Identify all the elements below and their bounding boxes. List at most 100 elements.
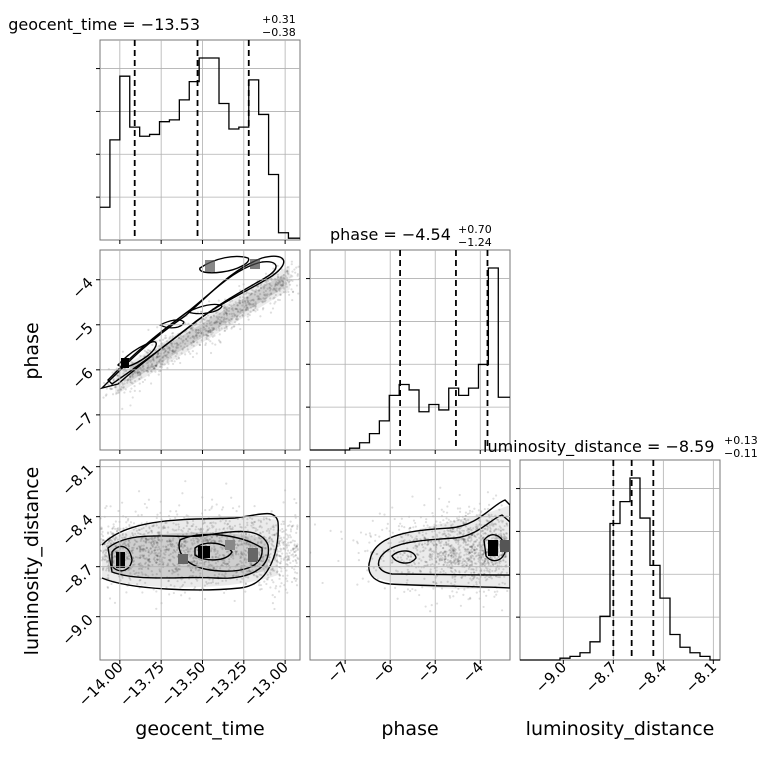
scatter-point	[313, 523, 317, 526]
scatter-point	[286, 270, 289, 273]
scatter-point	[432, 550, 435, 553]
scatter-point	[445, 540, 448, 544]
scatter-point	[167, 564, 170, 567]
scatter-point	[276, 273, 280, 276]
scatter-point	[181, 533, 185, 537]
scatter-point	[135, 529, 138, 532]
scatter-point	[199, 558, 202, 561]
scatter-point	[164, 521, 167, 524]
scatter-point	[286, 554, 289, 557]
scatter-point	[224, 306, 228, 309]
scatter-point	[150, 551, 154, 554]
scatter-point	[153, 367, 156, 370]
scatter-point	[462, 529, 466, 532]
scatter-point	[414, 525, 417, 528]
scatter-point	[295, 266, 298, 269]
scatter-point	[210, 547, 213, 550]
scatter-point	[129, 375, 132, 379]
scatter-point	[295, 584, 299, 587]
scatter-point	[446, 529, 449, 532]
scatter-point	[482, 544, 485, 547]
scatter-point	[505, 532, 508, 535]
scatter-point	[121, 533, 124, 537]
scatter-point	[190, 569, 193, 572]
scatter-point	[210, 539, 213, 543]
scatter-point	[258, 552, 261, 555]
scatter-point	[464, 538, 467, 541]
scatter-point	[105, 555, 109, 558]
scatter-point	[277, 275, 280, 278]
scatter-point	[245, 533, 248, 536]
scatter-point	[282, 277, 285, 280]
scatter-point	[198, 575, 202, 578]
scatter-point	[340, 530, 343, 533]
scatter-point	[279, 293, 282, 297]
scatter-point	[487, 562, 490, 565]
scatter-point	[279, 283, 282, 286]
scatter-point	[157, 546, 160, 549]
scatter-point	[177, 551, 181, 555]
scatter-point	[224, 572, 227, 575]
scatter-point	[184, 342, 187, 345]
scatter-point	[256, 528, 259, 532]
scatter-point	[247, 292, 251, 295]
scatter-point	[282, 281, 285, 285]
scatter-point	[244, 526, 247, 529]
scatter-point	[258, 553, 261, 557]
scatter-point	[147, 558, 151, 562]
scatter-point	[162, 347, 165, 350]
scatter-point	[480, 562, 483, 565]
scatter-point	[270, 538, 273, 542]
scatter-point	[232, 574, 235, 577]
scatter-point	[272, 526, 275, 529]
scatter-point	[498, 560, 501, 563]
scatter-point	[163, 348, 166, 351]
xlabel-luminosity-distance: luminosity_distance	[526, 718, 715, 740]
scatter-point	[471, 510, 474, 513]
scatter-point	[431, 530, 434, 533]
scatter-point	[171, 352, 174, 355]
scatter-point	[179, 545, 182, 548]
scatter-point	[215, 328, 218, 331]
scatter-point	[105, 569, 108, 572]
scatter-point	[177, 357, 181, 360]
scatter-point	[473, 571, 476, 574]
scatter-point	[292, 559, 295, 563]
scatter-point	[274, 524, 278, 527]
scatter-point	[276, 283, 279, 286]
scatter-point	[486, 550, 489, 554]
scatter-point	[251, 543, 254, 546]
scatter-point	[465, 557, 468, 560]
scatter-point	[451, 575, 454, 578]
scatter-point	[149, 382, 153, 385]
scatter-point	[175, 346, 178, 349]
scatter-point	[247, 543, 250, 546]
scatter-point	[449, 548, 452, 551]
scatter-point	[246, 524, 249, 527]
scatter-point	[493, 556, 497, 560]
scatter-point	[476, 577, 479, 580]
scatter-point	[364, 550, 367, 553]
scatter-point	[421, 586, 424, 589]
scatter-point	[190, 575, 194, 578]
scatter-point	[268, 283, 272, 286]
scatter-point	[262, 293, 266, 296]
scatter-point	[195, 328, 198, 332]
scatter-point	[270, 510, 273, 513]
scatter-point	[273, 285, 277, 288]
scatter-point	[204, 343, 207, 347]
scatter-point	[453, 548, 456, 551]
scatter-point	[178, 564, 181, 567]
scatter-point	[223, 318, 226, 321]
scatter-point	[296, 548, 300, 551]
scatter-point	[446, 561, 449, 565]
scatter-point	[295, 531, 298, 534]
scatter-point	[102, 538, 105, 542]
scatter-point	[239, 327, 242, 331]
scatter-point	[221, 548, 224, 551]
scatter-point	[280, 557, 283, 560]
scatter-point	[264, 547, 267, 550]
scatter-point	[265, 296, 268, 300]
scatter-point	[278, 537, 281, 540]
scatter-point	[143, 378, 147, 381]
